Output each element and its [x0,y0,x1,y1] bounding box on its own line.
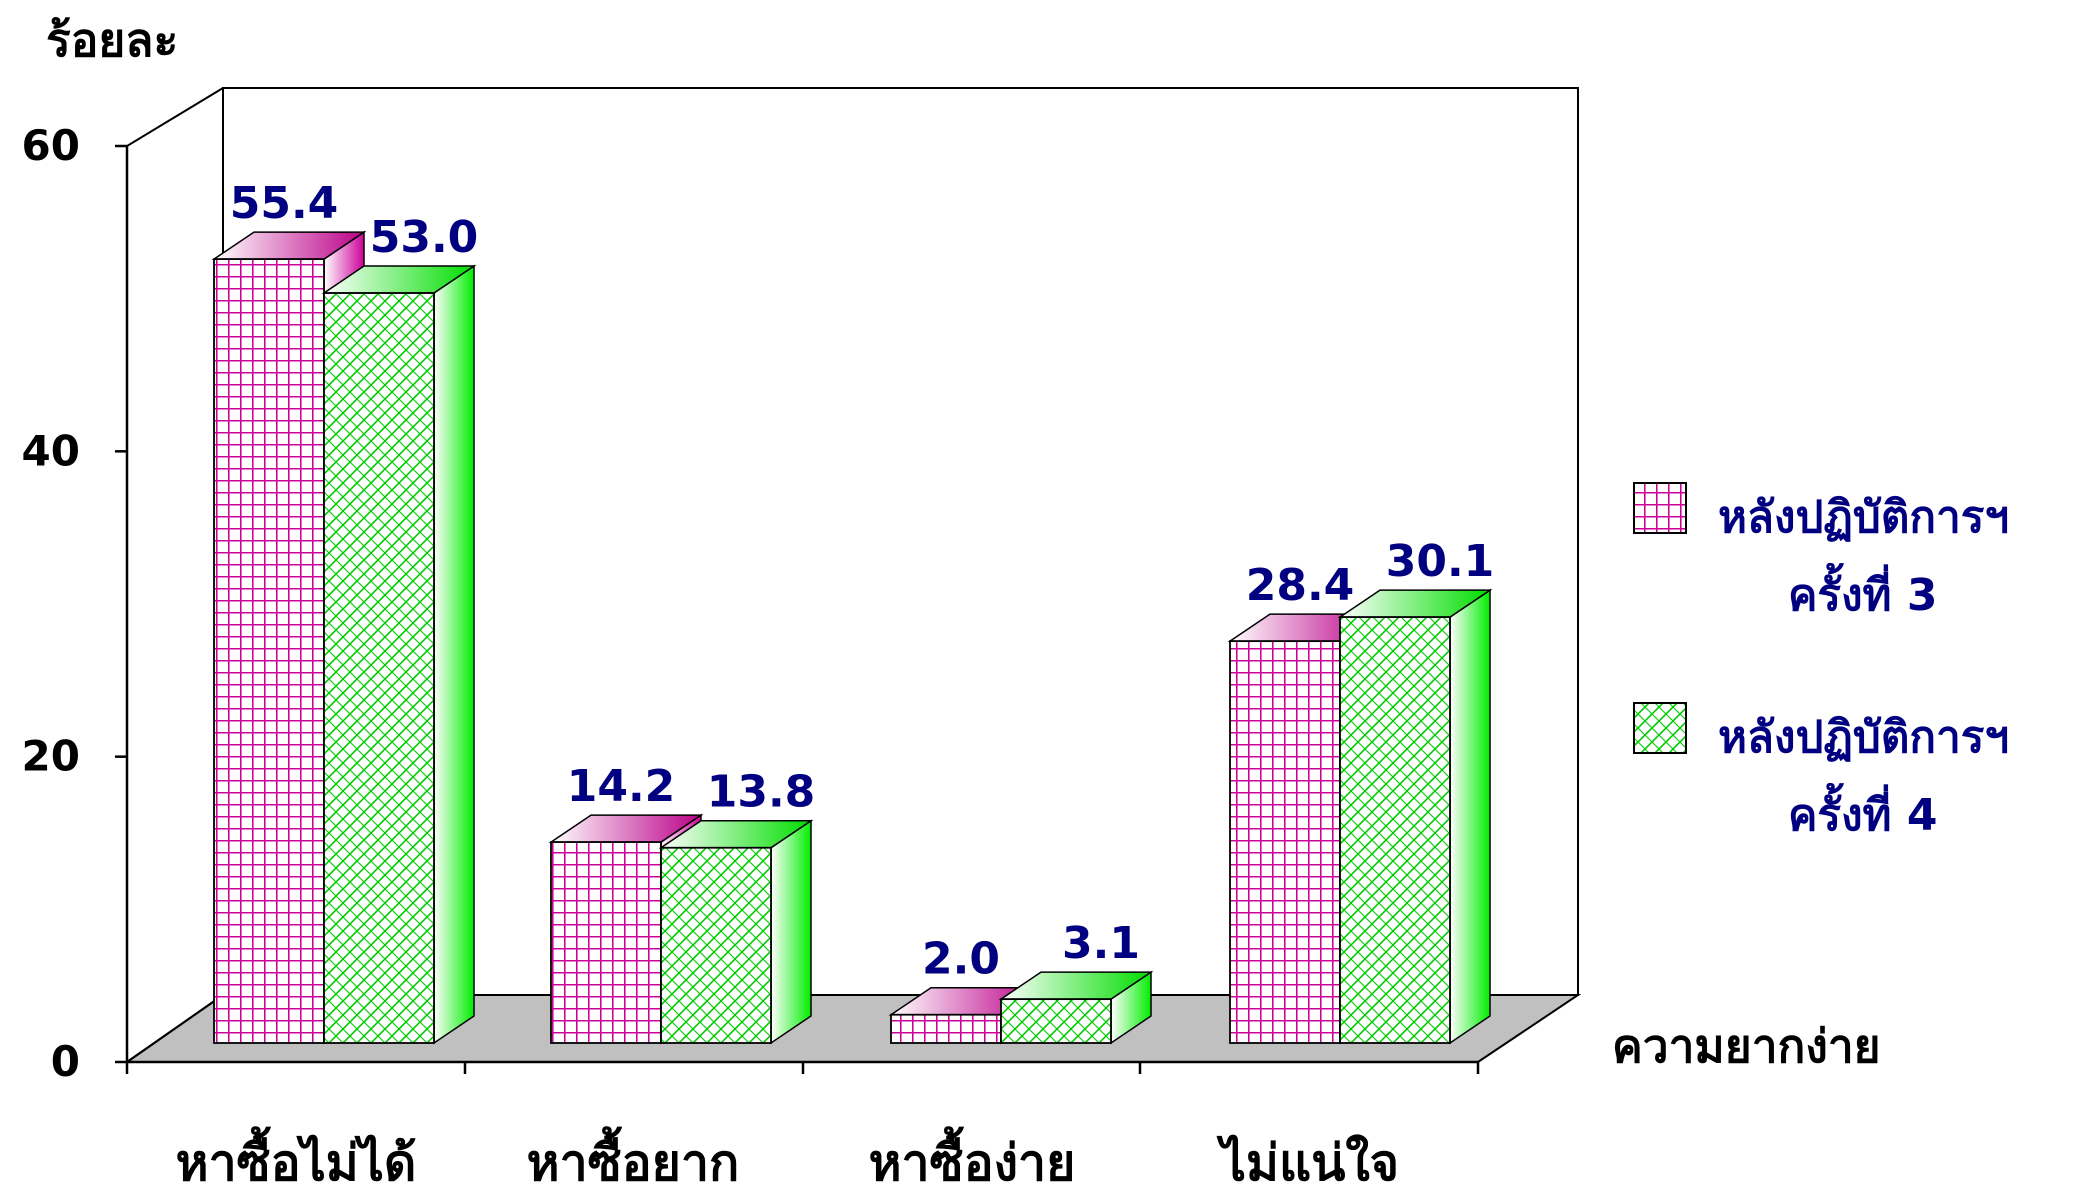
bars [211,230,1493,1045]
category-label: หาซื้อไม่ได้ [176,1126,417,1182]
legend: หลังปฏิบัติการฯ ครั้งที่ 3 หลังปฏิบัติกา… [1633,482,2009,841]
data-label: 2.0 [922,934,1000,985]
y-tick-label: 60 [22,121,80,170]
legend-item-series-1: หลังปฏิบัติการฯ ครั้งที่ 3 [1633,482,2009,621]
data-label: 53.0 [370,212,479,263]
data-labels: 55.4 53.0 14.2 13.8 2.0 3.1 28.4 30.1 [230,178,1495,985]
bar-front [213,258,325,1044]
bar-side [770,819,812,1045]
legend-swatch-series-1 [1633,482,1687,534]
left-wall-edge [126,87,224,147]
bar-front [323,292,435,1044]
data-label: 28.4 [1246,560,1355,611]
data-label: 3.1 [1062,918,1140,969]
y-tick-label: 20 [22,732,80,781]
bar [658,819,814,1045]
data-label: 14.2 [567,761,676,812]
bar-front [660,846,772,1044]
bar [321,264,477,1045]
bar [998,970,1154,1045]
legend-label-series-1-line-2: ครั้งที่ 3 [1788,562,1938,621]
legend-swatch-series-2 [1633,702,1687,754]
category-label: หาซื้อง่าย [869,1126,1076,1182]
bar-side [433,264,475,1045]
legend-label-series-2-line-1: หลังปฏิบัติการฯ [1718,712,2009,763]
bar-front [1000,998,1112,1044]
y-tick-label: 40 [22,426,80,475]
bar-front [550,841,662,1044]
legend-item-series-2: หลังปฏิบัติการฯ ครั้งที่ 4 [1633,702,2009,841]
data-label: 13.8 [707,767,816,818]
x-axis-title: ความยากง่าย [1612,1019,1881,1073]
data-label: 30.1 [1386,536,1495,587]
bar [1337,588,1493,1045]
legend-label-series-1-line-1: หลังปฏิบัติการฯ [1718,492,2009,543]
data-label: 55.4 [230,178,339,229]
y-tick-label: 0 [51,1037,80,1086]
bar-side [1449,588,1491,1045]
floor-left-edge [126,994,224,1063]
category-label: ไม่แน่ใจ [1216,1134,1399,1182]
category-label: หาซื้อยาก [527,1126,740,1182]
category-labels: หาซื้อไม่ได้ หาซื้อยาก หาซื้อง่าย ไม่แน่ใจ [176,1126,1399,1182]
bar-front [890,1013,1002,1044]
bar-front [1339,616,1451,1044]
y-axis-title: ร้อยละ [46,13,178,67]
bar-front [1229,640,1341,1044]
axis-ticks: 0 20 40 60 [22,121,1480,1086]
legend-label-series-2-line-2: ครั้งที่ 4 [1788,782,1938,841]
